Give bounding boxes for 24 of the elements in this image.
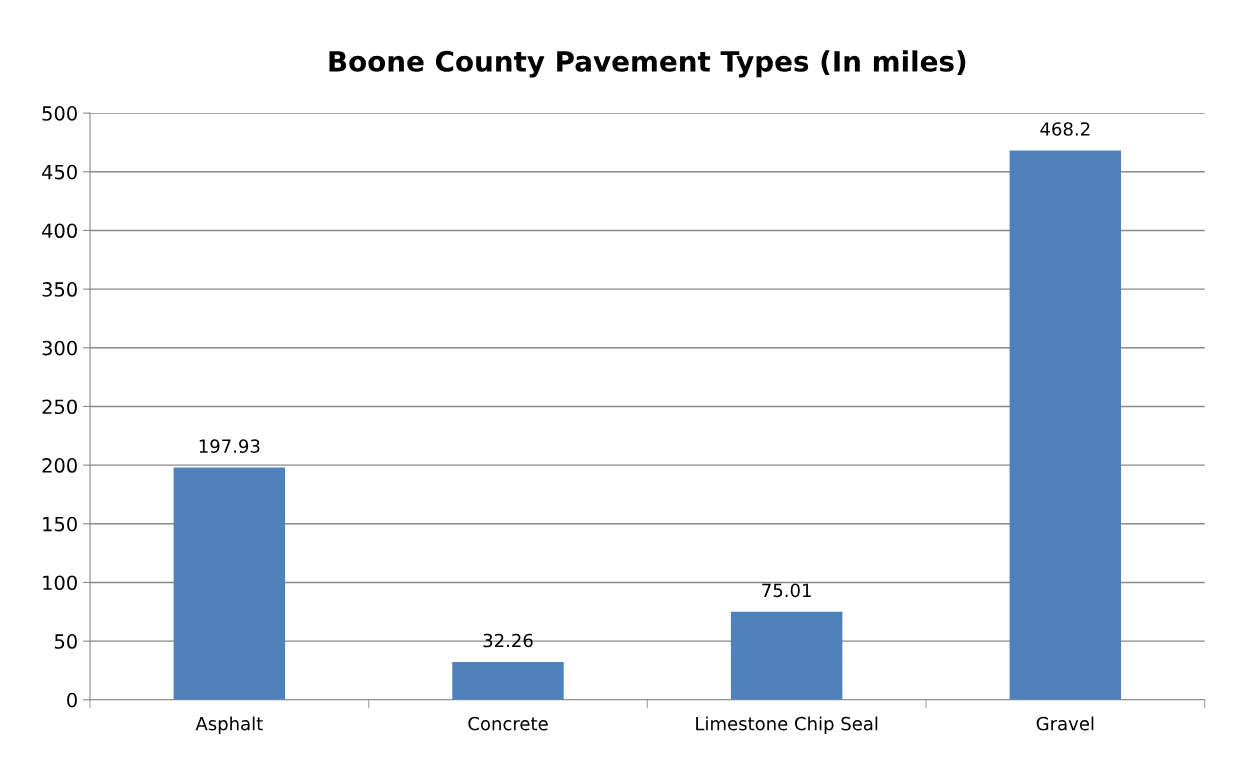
data-label: 32.26 xyxy=(483,633,533,648)
y-tick-label: 350 xyxy=(42,282,77,297)
chart-title: Boone County Pavement Types (In miles) xyxy=(329,50,966,78)
y-tick-label: 400 xyxy=(42,223,77,239)
bar xyxy=(173,467,286,700)
x-tick-label: Asphalt xyxy=(195,716,263,734)
x-tick-label: Gravel xyxy=(1036,716,1094,731)
y-tick-label: 200 xyxy=(42,458,77,473)
bar xyxy=(1009,150,1122,700)
x-tick-label: Limestone Chip Seal xyxy=(696,716,878,734)
y-tick-label: 250 xyxy=(42,399,77,415)
y-tick-label: 0 xyxy=(67,692,77,708)
bar xyxy=(452,661,564,700)
data-label: 75.01 xyxy=(762,583,811,598)
y-tick-label: 500 xyxy=(42,106,77,121)
x-tick-label: Concrete xyxy=(468,716,548,731)
data-label: 468.2 xyxy=(1040,122,1090,136)
bar xyxy=(730,611,843,700)
y-tick-label: 450 xyxy=(42,164,77,180)
data-label: 197.93 xyxy=(199,439,260,453)
y-tick-label: 300 xyxy=(42,340,77,356)
y-tick-label: 150 xyxy=(43,516,77,532)
y-tick-label: 50 xyxy=(54,634,77,649)
y-tick-label: 100 xyxy=(43,575,77,591)
